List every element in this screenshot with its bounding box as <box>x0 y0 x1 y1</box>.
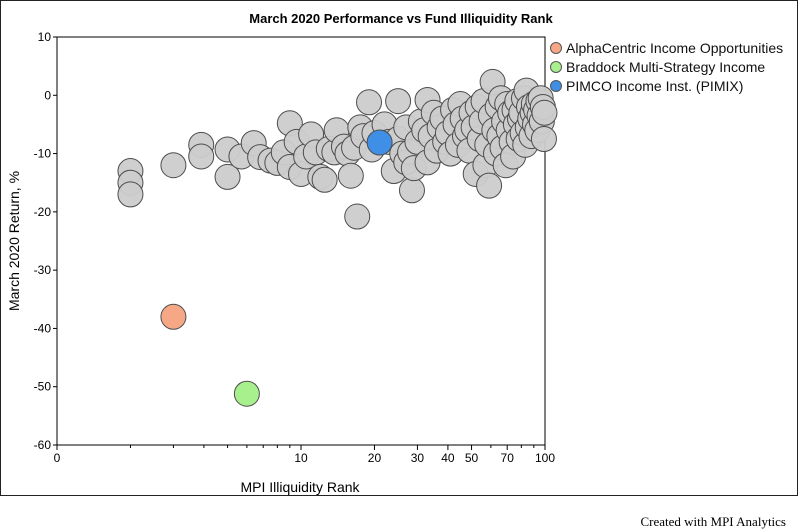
legend-item-alphacentric: AlphaCentric Income Opportunities <box>550 38 783 57</box>
y-tick-label: -20 <box>34 205 52 219</box>
fund-point <box>311 166 338 193</box>
fund-point <box>160 152 187 179</box>
legend-item-pimco: PIMCO Income Inst. (PIMIX) <box>550 76 783 95</box>
y-tick-label: -10 <box>34 147 52 161</box>
x-tick-label: 100 <box>535 451 555 465</box>
y-tick-label: 10 <box>38 30 52 44</box>
y-tick-label: 0 <box>44 88 51 102</box>
x-tick-label: 50 <box>465 451 479 465</box>
x-tick-label: 10 <box>294 451 308 465</box>
fund-point <box>476 172 503 199</box>
fund-point <box>117 181 144 208</box>
x-axis-label: MPI Illiquidity Rank <box>240 479 360 495</box>
fund-point <box>531 99 558 126</box>
highlight-point <box>233 380 260 407</box>
x-tick-label: 70 <box>501 451 515 465</box>
fund-point <box>344 203 371 230</box>
x-tick-label: 0 <box>54 451 61 465</box>
chart-svg: March 2020 Performance vs Fund Illiquidi… <box>6 11 558 495</box>
fund-point <box>214 163 241 190</box>
highlight-point <box>366 129 393 156</box>
fund-point <box>398 177 425 204</box>
legend-label-braddock: Braddock Multi-Strategy Income <box>566 58 766 75</box>
legend-swatch-braddock <box>550 60 562 73</box>
x-tick-label: 20 <box>368 451 382 465</box>
y-tick-label: -40 <box>34 321 52 335</box>
y-tick-label: -50 <box>34 380 52 394</box>
highlight-point <box>160 303 187 330</box>
legend-swatch-pimco <box>550 79 562 92</box>
fund-point <box>188 143 215 170</box>
legend-label-alphacentric: AlphaCentric Income Opportunities <box>566 39 784 56</box>
legend-item-braddock: Braddock Multi-Strategy Income <box>550 57 783 76</box>
y-tick-label: -30 <box>34 263 52 277</box>
y-tick-label: -60 <box>34 438 52 452</box>
chart-frame <box>0 0 798 496</box>
x-tick-label: 30 <box>411 451 425 465</box>
x-tick-label: 40 <box>441 451 455 465</box>
legend-swatch-alphacentric <box>550 41 562 54</box>
fund-point <box>356 89 383 116</box>
legend-label-pimco: PIMCO Income Inst. (PIMIX) <box>566 77 744 94</box>
legend: AlphaCentric Income Opportunities Braddo… <box>550 38 783 95</box>
fund-point <box>337 162 364 189</box>
fund-point <box>385 88 412 115</box>
y-axis-label: March 2020 Return, % <box>6 171 22 311</box>
fund-point <box>530 126 557 152</box>
credit-text: Created with MPI Analytics <box>640 514 786 529</box>
chart-title: March 2020 Performance vs Fund Illiquidi… <box>249 11 553 26</box>
